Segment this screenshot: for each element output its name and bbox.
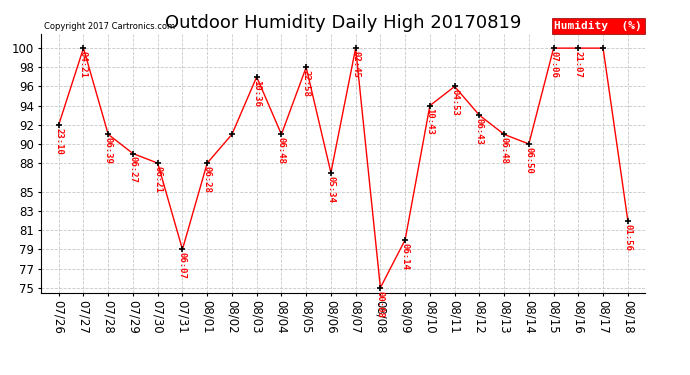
Text: 06:21: 06:21	[153, 166, 162, 193]
Text: 01:56: 01:56	[623, 224, 632, 251]
Text: 23:10: 23:10	[55, 128, 63, 154]
Text: 06:48: 06:48	[500, 137, 509, 164]
Title: Outdoor Humidity Daily High 20170819: Outdoor Humidity Daily High 20170819	[165, 14, 522, 32]
Text: 07:06: 07:06	[549, 51, 558, 78]
Text: 06:43: 06:43	[475, 118, 484, 145]
Text: 06:48: 06:48	[277, 137, 286, 164]
Text: 06:28: 06:28	[203, 166, 212, 193]
Text: 06:14: 06:14	[401, 243, 410, 270]
Text: 05:34: 05:34	[326, 176, 335, 202]
Text: Copyright 2017 Cartronics.com: Copyright 2017 Cartronics.com	[44, 22, 175, 31]
Text: 02:45: 02:45	[351, 51, 360, 78]
Text: 10:43: 10:43	[425, 108, 435, 135]
Text: 04:21: 04:21	[79, 51, 88, 78]
Text: 22:58: 22:58	[302, 70, 310, 97]
Text: 06:07: 06:07	[178, 252, 187, 279]
Text: 06:27: 06:27	[128, 156, 137, 183]
Text: Humidity  (%): Humidity (%)	[554, 21, 642, 31]
Text: 04:53: 04:53	[450, 89, 459, 116]
Text: 21:07: 21:07	[574, 51, 583, 78]
Text: 06:39: 06:39	[104, 137, 112, 164]
Text: 06:50: 06:50	[524, 147, 533, 174]
Text: 00:08: 00:08	[376, 291, 385, 318]
Text: 10:36: 10:36	[252, 80, 262, 106]
